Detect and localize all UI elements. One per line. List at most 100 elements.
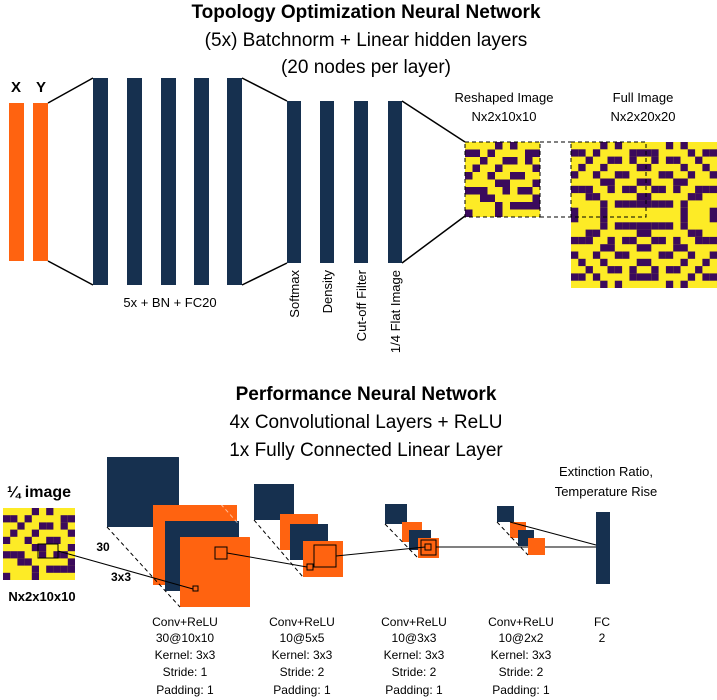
conv-connector: [226, 552, 308, 568]
grid-pixel: [702, 258, 710, 267]
fc-name: FC: [594, 615, 610, 629]
grid-pixel: [600, 163, 608, 172]
grid-pixel: [651, 273, 659, 281]
grid-pixel: [495, 142, 503, 150]
grid-pixel: [622, 236, 630, 245]
conv3-depth-edge: [384, 523, 419, 559]
grid-pixel: [46, 565, 54, 573]
grid-pixel: [532, 149, 540, 157]
grid-pixel: [67, 515, 75, 523]
grid-pixel: [709, 185, 717, 194]
grid-pixel: [480, 194, 488, 202]
grid-pixel: [680, 200, 688, 208]
conv2-stride: Stride: 2: [280, 665, 325, 679]
grid-pixel: [472, 149, 480, 157]
grid-pixel: [17, 551, 25, 559]
grid-pixel: [578, 258, 586, 267]
grid-pixel: [60, 522, 68, 530]
grid-pixel: [600, 222, 608, 230]
output-label-2: Temperature Rise: [555, 484, 658, 499]
grid-pixel: [629, 222, 637, 230]
grid-pixel: [709, 273, 717, 281]
funnel-line: [401, 100, 466, 143]
conv3-front-slab-3: [418, 538, 439, 558]
grid-pixel: [592, 171, 601, 179]
grid-pixel: [665, 156, 674, 164]
conv1-caption: Conv+ReLU 30@10x10 Kernel: 3x3 Stride: 1…: [152, 615, 218, 697]
input-x-label: X: [11, 79, 21, 96]
grid-pixel: [680, 258, 688, 267]
grid-pixel: [665, 251, 674, 259]
grid-pixel: [571, 171, 579, 179]
conv2-kernel: Kernel: 3x3: [272, 648, 333, 662]
grid-pixel: [465, 187, 473, 195]
conv4-caption: Conv+ReLU 10@2x2 Kernel: 3x3 Stride: 2 P…: [488, 615, 554, 697]
input-y-bar: [33, 103, 48, 261]
grid-pixel: [600, 207, 608, 215]
conv2-shape: 10@5x5: [280, 631, 325, 645]
grid-pixel: [687, 273, 696, 281]
grid-pixel: [614, 171, 623, 179]
grid-pixel: [607, 266, 615, 274]
grid-pixel: [644, 149, 652, 157]
grid-pixel: [673, 244, 681, 252]
grid-pixel: [495, 202, 503, 210]
grid-pixel: [3, 551, 11, 559]
grid-pixel: [673, 178, 681, 186]
grid-pixel: [600, 258, 608, 267]
grid-pixel: [31, 529, 39, 537]
hidden-layers-label: 5x + BN + FC20: [123, 295, 216, 310]
grid-pixel: [622, 200, 630, 208]
grid-pixel: [709, 251, 717, 259]
grid-pixel: [495, 164, 503, 172]
grid-pixel: [3, 536, 11, 544]
grid-pixel: [60, 515, 68, 523]
grid-pixel: [636, 178, 644, 186]
conv-connector: [57, 550, 194, 590]
grid-pixel: [60, 551, 68, 559]
grid-pixel: [571, 215, 579, 223]
grid-pixel: [592, 193, 601, 201]
full-image-grid: [571, 142, 717, 288]
grid-pixel: [585, 185, 593, 194]
conv1-stride: Stride: 1: [163, 665, 208, 679]
quarter-image-dims: Nx2x10x10: [8, 589, 75, 604]
grid-pixel: [39, 522, 47, 530]
grid-pixel: [472, 187, 480, 195]
grid-pixel: [651, 236, 659, 245]
grid-pixel: [525, 187, 533, 195]
grid-pixel: [495, 209, 503, 217]
grid-pixel: [532, 164, 540, 172]
fc-connector: [509, 521, 597, 546]
grid-pixel: [636, 273, 644, 281]
grid-pixel: [629, 149, 637, 157]
grid-pixel: [636, 163, 644, 172]
conv2-depth-edge: [253, 519, 304, 578]
bottom-subtitle-2: 1x Fully Connected Linear Layer: [229, 440, 503, 461]
grid-pixel: [695, 185, 703, 194]
top-title: Topology Optimization Neural Network: [191, 2, 540, 23]
grid-pixel: [46, 508, 54, 516]
grid-pixel: [658, 171, 666, 179]
grid-pixel: [695, 156, 703, 164]
grid-pixel: [67, 565, 75, 573]
grid-pixel: [665, 171, 674, 179]
grid-pixel: [709, 171, 717, 179]
grid-pixel: [644, 178, 652, 186]
grid-pixel: [24, 536, 32, 544]
conv3-padding: Padding: 1: [385, 683, 443, 697]
full-image-quadrant-outline: [570, 141, 647, 218]
density-layer: [320, 101, 334, 263]
grid-pixel: [673, 236, 681, 245]
grid-pixel: [510, 157, 518, 165]
grid-pixel: [629, 266, 637, 274]
grid-pixel: [658, 251, 666, 259]
grid-pixel: [687, 229, 696, 237]
grid-pixel: [636, 193, 644, 201]
grid-pixel: [665, 280, 674, 288]
grid-pixel: [578, 273, 586, 281]
grid-pixel: [702, 185, 710, 194]
hidden-layer-2: [127, 78, 142, 285]
